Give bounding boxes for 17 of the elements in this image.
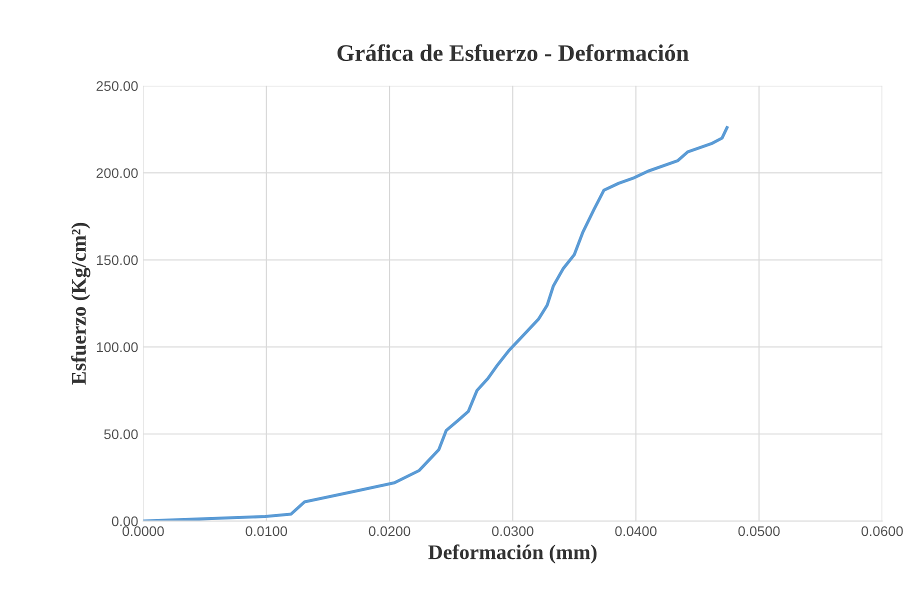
x-axis-title: Deformación (mm)	[428, 544, 597, 564]
y-tick-label: 150.00	[96, 255, 138, 266]
y-tick-label: 100.00	[96, 342, 138, 352]
y-tick-label: 0.00	[112, 516, 138, 526]
y-tick-label: 250.00	[96, 81, 138, 91]
x-tick-label: 0.0000	[122, 526, 164, 536]
x-tick-label: 0.0500	[738, 526, 780, 536]
y-tick-label: 50.00	[104, 429, 138, 440]
x-tick-label: 0.0300	[492, 526, 534, 536]
line-series	[143, 126, 729, 522]
x-tick-label: 0.0600	[862, 526, 903, 536]
x-tick-label: 0.0400	[615, 526, 657, 536]
chart-title: Gráfica de Esfuerzo - Deformación	[337, 44, 689, 62]
x-tick-label: 0.0100	[246, 526, 288, 536]
y-axis-title: Esfuerzo (Kg/cm²)	[71, 222, 90, 385]
y-tick-label: 200.00	[96, 168, 138, 178]
x-tick-label: 0.0200	[368, 526, 410, 536]
